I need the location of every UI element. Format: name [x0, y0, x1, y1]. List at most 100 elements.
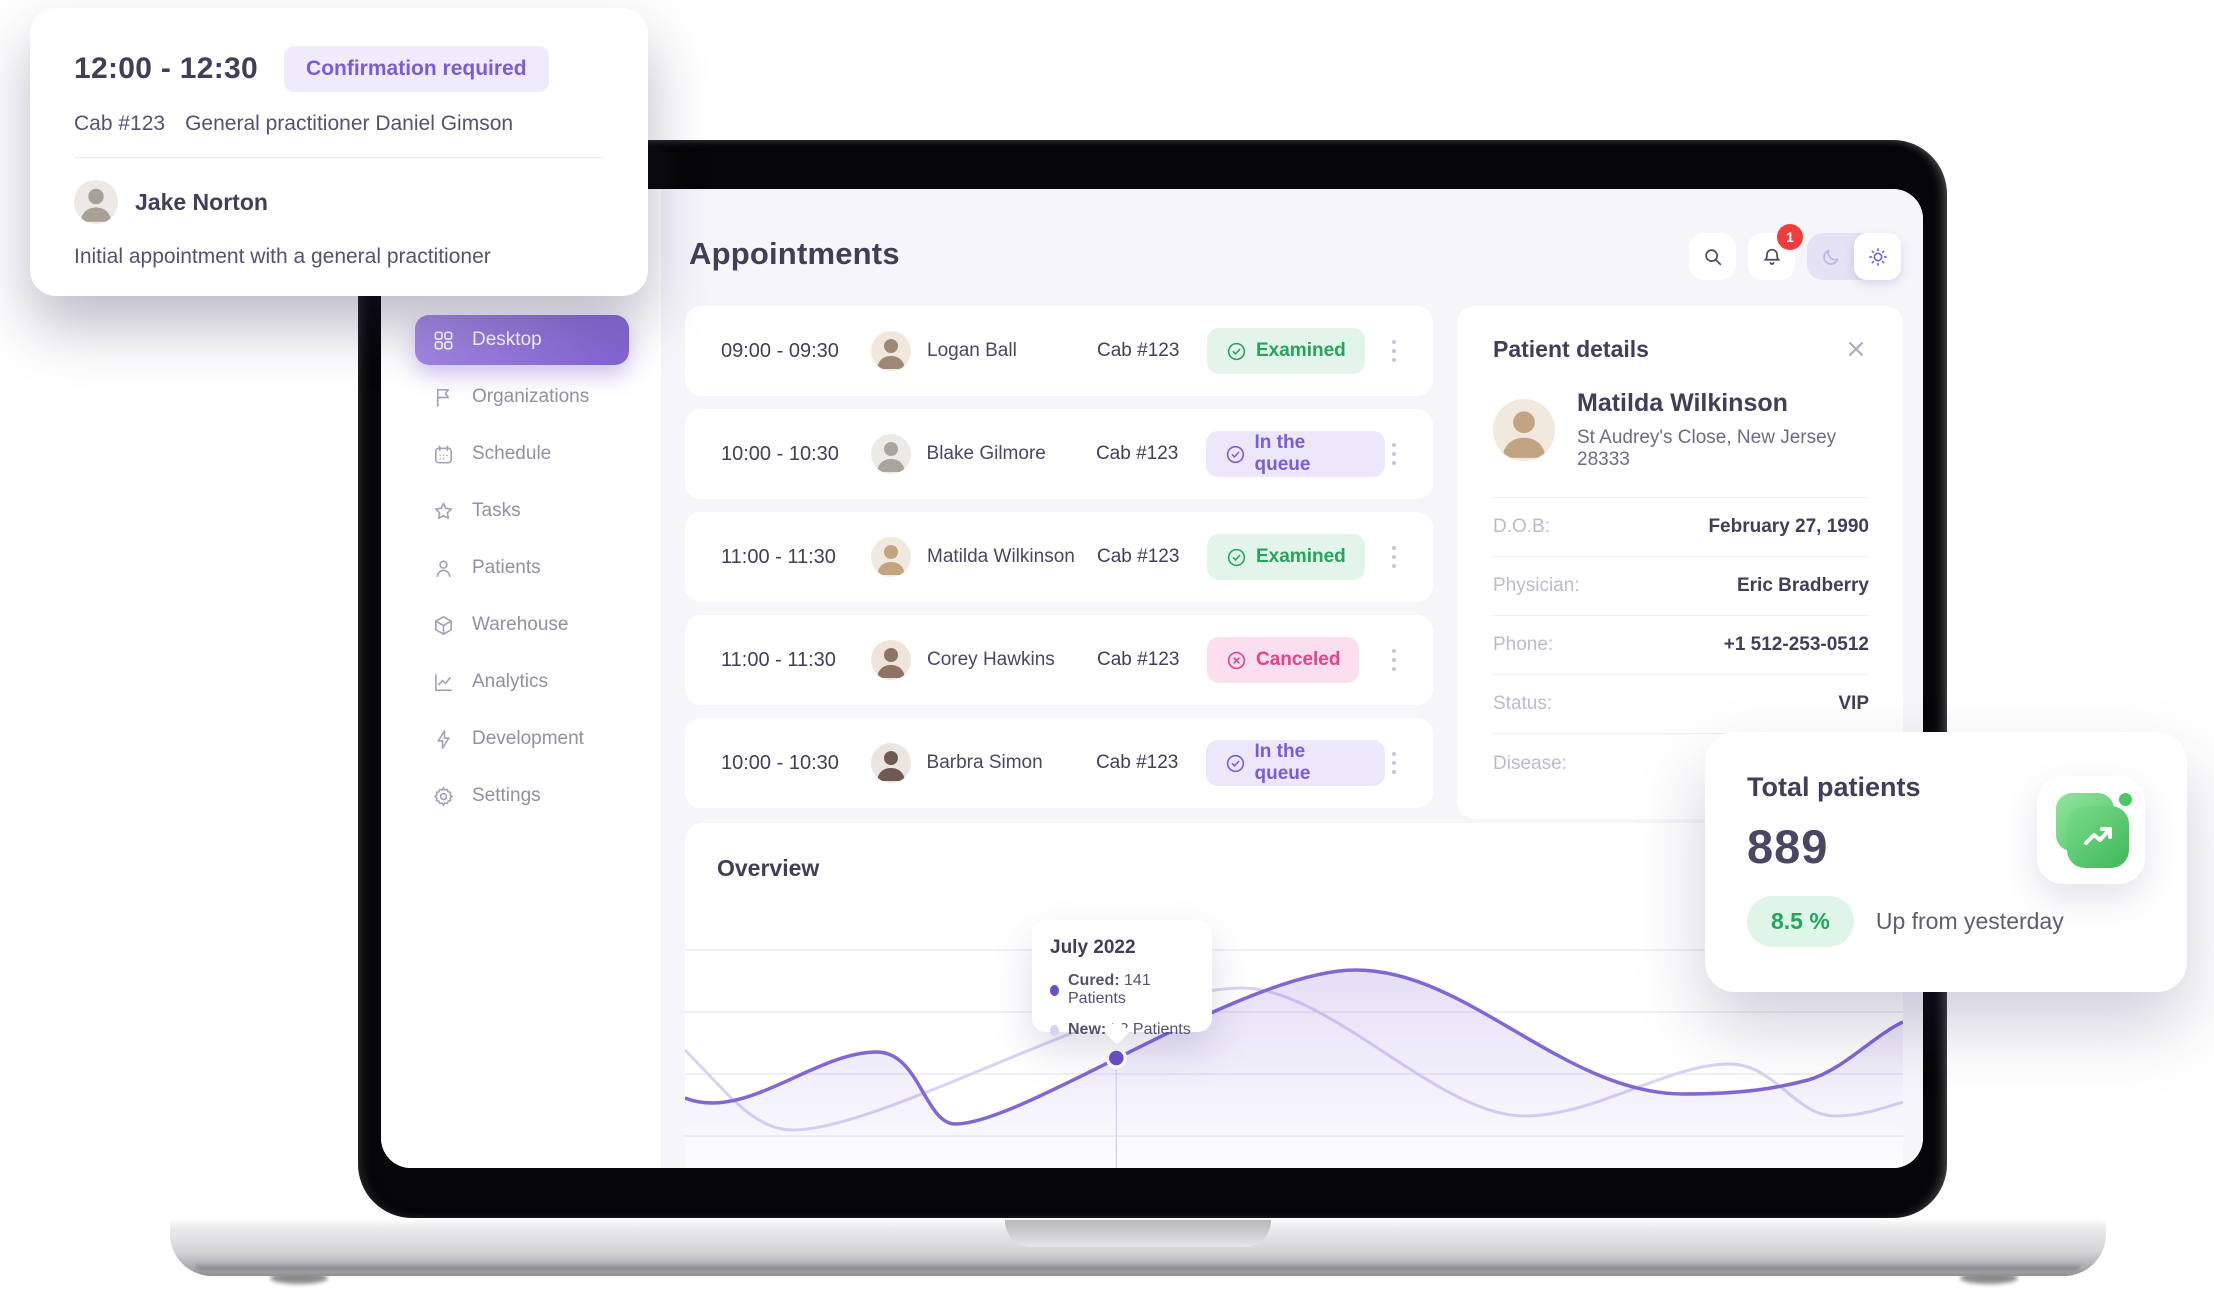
cab-number: Cab #123	[1095, 443, 1179, 464]
user-icon	[436, 559, 451, 577]
appointment-time: 10:00 - 10:30	[721, 751, 839, 774]
patient-field-row: Disease:	[1493, 734, 1869, 793]
overview-card: Overview Cured patients	[685, 823, 1903, 1168]
patient-field-row: Status: VIP	[1493, 675, 1869, 734]
page-title: Appointments	[689, 236, 900, 271]
popup-avatar	[74, 180, 118, 224]
green-dot	[2119, 793, 2132, 806]
patient-name: Matilda Wilkinson	[927, 546, 1075, 567]
total-patients-value: 889	[1747, 820, 1829, 873]
close-button[interactable]	[1843, 336, 1869, 362]
sidebar-item-patients[interactable]: Patients	[415, 543, 629, 593]
sidebar-item-warehouse[interactable]: Warehouse	[415, 600, 629, 650]
sidebar-item-label: Tasks	[472, 500, 521, 521]
sidebar-item-desktop[interactable]: Desktop	[415, 315, 629, 365]
sidebar-item-schedule[interactable]: Schedule	[415, 429, 629, 479]
cured-dot	[1050, 984, 1059, 996]
close-icon	[1848, 341, 1864, 357]
patient-field-row: Physician: Eric Bradberry	[1493, 557, 1869, 616]
appointment-row[interactable]: 10:00 - 10:30 Barbra Simon Cab #123 In t…	[685, 718, 1433, 808]
appointment-time: 09:00 - 09:30	[721, 339, 839, 362]
content-columns: 09:00 - 09:30 Logan Ball Cab #123 Examin…	[685, 306, 1903, 821]
search-button[interactable]	[1689, 233, 1736, 280]
confirmation-badge: Confirmation required	[284, 46, 549, 92]
x-circle-icon	[1227, 651, 1246, 669]
cab-number: Cab #123	[1097, 340, 1180, 361]
popup-cab: Cab #123	[74, 112, 166, 135]
sidebar-item-label: Desktop	[472, 329, 542, 350]
box-icon	[435, 615, 452, 635]
appointment-popup-time: 12:00 - 12:30	[74, 52, 259, 85]
field-label: Phone:	[1493, 634, 1554, 655]
star-icon	[434, 502, 453, 519]
avatar	[870, 434, 911, 474]
check-circle-icon	[1227, 548, 1246, 566]
patient-name: Barbra Simon	[926, 752, 1043, 773]
sidebar-item-organizations[interactable]: Organizations	[415, 372, 629, 422]
sidebar-item-label: Organizations	[472, 386, 590, 407]
field-value: Eric Bradberry	[1736, 575, 1869, 596]
field-label: Status:	[1493, 693, 1553, 714]
check-circle-icon	[1226, 445, 1244, 463]
sidebar-item-tasks[interactable]: Tasks	[415, 486, 629, 536]
chart-tooltip: July 2022 Cured: 141 Patients New: 53 Pa…	[1032, 920, 1212, 1038]
theme-toggle	[1807, 233, 1901, 280]
row-menu-button[interactable]	[1385, 643, 1403, 677]
row-menu-button[interactable]	[1385, 437, 1403, 471]
delta-caption: Up from yesterday	[1875, 908, 2064, 934]
cab-number: Cab #123	[1097, 546, 1180, 567]
sidebar-item-label: Warehouse	[472, 614, 569, 635]
grid-icon	[434, 331, 453, 349]
selected-point	[1105, 1047, 1128, 1069]
row-menu-button[interactable]	[1385, 746, 1403, 780]
dark-mode-button[interactable]	[1807, 233, 1854, 280]
appointment-row[interactable]: 11:00 - 11:30 Corey Hawkins Cab #123 Can…	[685, 615, 1433, 705]
lightning-icon	[437, 729, 450, 749]
appointment-popup-card: 12:00 - 12:30 Confirmation required Cab …	[30, 8, 648, 296]
analytics-icon	[435, 673, 452, 691]
avatar	[871, 331, 911, 371]
sidebar-item-label: Development	[472, 728, 584, 749]
appointment-row[interactable]: 11:00 - 11:30 Matilda Wilkinson Cab #123…	[685, 512, 1433, 602]
status-badge: Examined	[1207, 534, 1365, 580]
notification-count-badge: 1	[1777, 224, 1803, 250]
row-menu-button[interactable]	[1385, 334, 1403, 368]
popup-patient-name: Jake Norton	[135, 188, 268, 215]
patient-address: St Audrey's Close, New Jersey 28333	[1577, 427, 1837, 470]
bell-icon	[1762, 248, 1781, 265]
app-screen: Desktop Organizations Schedule Tasks Pat…	[381, 189, 1923, 1168]
calendar-icon	[435, 445, 452, 463]
field-value: February 27, 1990	[1708, 516, 1869, 537]
row-menu-button[interactable]	[1385, 540, 1403, 574]
moon-icon	[1822, 249, 1838, 265]
status-badge: In the queue	[1205, 740, 1386, 786]
patient-details-panel: Patient details Matilda Wilkinson St Aud…	[1457, 306, 1903, 819]
field-label: Disease:	[1493, 752, 1567, 774]
status-badge: In the queue	[1205, 431, 1386, 477]
patient-name: Corey Hawkins	[927, 649, 1055, 670]
appointment-row[interactable]: 09:00 - 09:30 Logan Ball Cab #123 Examin…	[685, 306, 1433, 396]
total-patients-title: Total patients	[1747, 772, 1921, 802]
light-mode-button[interactable]	[1854, 233, 1901, 280]
avatar	[871, 640, 911, 680]
sidebar: Desktop Organizations Schedule Tasks Pat…	[381, 189, 661, 1168]
check-circle-icon	[1227, 342, 1246, 360]
popup-description: Initial appointment with a general pract…	[74, 245, 491, 268]
main-content: Appointments 1	[661, 189, 1923, 1168]
sidebar-item-analytics[interactable]: Analytics	[415, 657, 629, 707]
patients-chart[interactable]	[685, 918, 1903, 1168]
patient-details-title: Patient details	[1493, 336, 1649, 362]
sidebar-item-development[interactable]: Development	[415, 714, 629, 764]
appointment-row[interactable]: 10:00 - 10:30 Blake Gilmore Cab #123 In …	[685, 409, 1433, 499]
tooltip-month: July 2022	[1050, 937, 1136, 958]
sidebar-item-settings[interactable]: Settings	[415, 771, 629, 821]
patient-name: Logan Ball	[927, 340, 1017, 361]
flag-icon	[436, 388, 450, 407]
notifications-button[interactable]: 1	[1748, 224, 1803, 280]
sidebar-item-label: Settings	[472, 785, 541, 806]
stats-icon-tile	[2037, 776, 2145, 884]
sidebar-item-label: Schedule	[472, 443, 552, 464]
sidebar-item-label: Patients	[472, 557, 541, 578]
tooltip-cured-row: Cured: 141 Patients	[1050, 972, 1194, 1008]
